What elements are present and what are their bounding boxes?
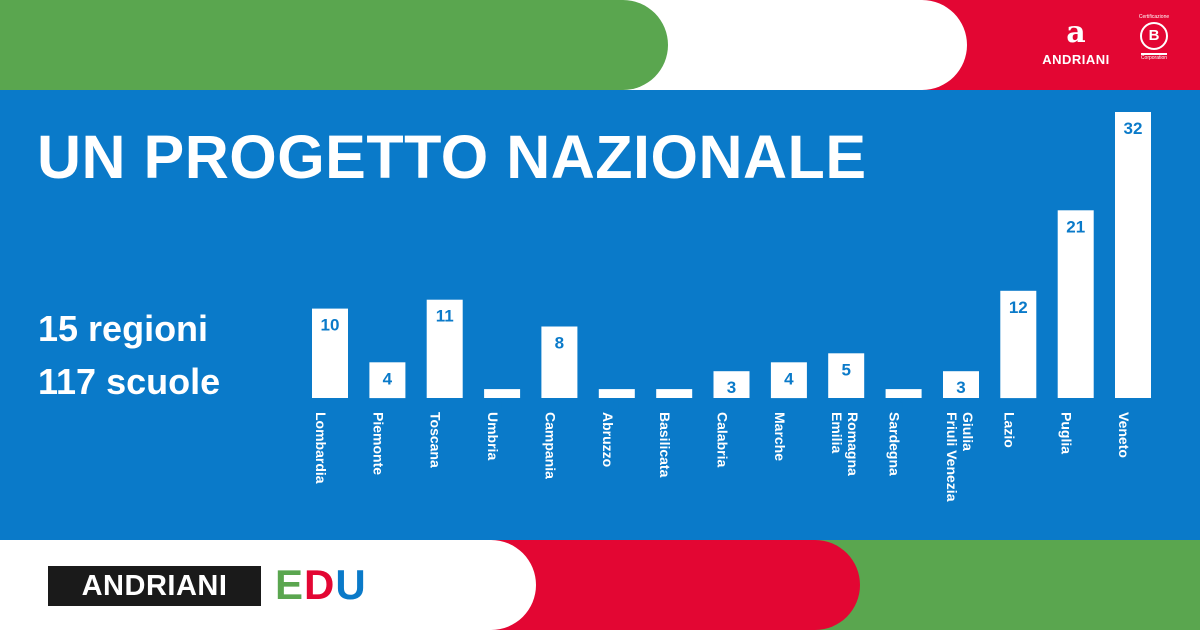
bar (541, 326, 578, 398)
bcorp-bottom-label: Corporation (1140, 55, 1168, 61)
bar-value-label: 8 (555, 334, 564, 353)
region-label-line: Calabria (715, 412, 731, 467)
bar-value-label: 1 (669, 396, 678, 415)
bar-value-label: 4 (383, 369, 393, 388)
brand-name: ANDRIANI (1042, 52, 1110, 67)
bar (1115, 112, 1151, 398)
bar (1000, 290, 1037, 399)
bar-value-label: 1 (497, 396, 506, 415)
bar (885, 389, 922, 398)
schools-count: 117 scuole (38, 361, 221, 402)
region-label: Calabria (715, 412, 731, 467)
bar (713, 371, 750, 398)
region-label-line: Giulia (960, 412, 976, 451)
bar-value-label: 3 (956, 378, 965, 397)
region-label: Sardegna (887, 412, 903, 476)
andriani-mark-icon: a (1066, 15, 1086, 50)
region-label-line: Friuli Venezia (944, 412, 960, 502)
region-label-line: Toscana (428, 412, 444, 468)
bar (369, 362, 406, 399)
edu-logo: EDU (275, 562, 367, 608)
main-panel (0, 90, 1200, 540)
region-label: Basilicata (657, 412, 673, 478)
region-label: Abruzzo (600, 412, 616, 467)
region-label-line: Campania (542, 412, 558, 479)
top-green-stripe (0, 0, 668, 90)
bar-value-label: 3 (727, 378, 736, 397)
bar (598, 389, 635, 398)
region-label: Puglia (1059, 412, 1075, 454)
bar-value-label: 4 (784, 369, 794, 388)
bar (484, 389, 521, 398)
bar-value-label: 32 (1124, 119, 1143, 138)
region-label: Campania (542, 412, 558, 479)
bar (943, 371, 979, 398)
bar-value-label: 1 (612, 396, 621, 415)
bar (656, 389, 693, 398)
bar-value-label: 21 (1066, 217, 1085, 236)
page-title: UN PROGETTO NAZIONALE (37, 123, 867, 191)
region-label-line: Veneto (1116, 412, 1132, 458)
region-label-line: Emilia (829, 412, 845, 453)
edu-letter-u: U (335, 561, 367, 608)
bcorp-b-icon: B (1140, 22, 1168, 50)
bcorp-top-label: Certificazione (1138, 14, 1170, 20)
region-label: Lombardia (313, 412, 329, 484)
region-label: Toscana (428, 412, 444, 468)
region-label-line: Piemonte (370, 412, 386, 475)
bar-value-label: 1 (899, 396, 908, 415)
andriani-footer-logo: ANDRIANI (48, 566, 261, 606)
region-label-line: Abruzzo (600, 412, 616, 467)
regions-count: 15 regioni (38, 308, 209, 349)
region-label: Piemonte (370, 412, 386, 475)
andriani-brand-logo: a ANDRIANI (1040, 18, 1112, 70)
region-label-line: Lombardia (313, 412, 329, 484)
bar-value-label: 10 (321, 316, 340, 335)
region-label-line: Puglia (1059, 412, 1075, 454)
region-label: Veneto (1116, 412, 1132, 458)
region-label-line: Sardegna (887, 412, 903, 476)
edu-letter-d: D (304, 561, 336, 608)
region-label: Umbria (485, 412, 501, 460)
region-label: Lazio (1001, 412, 1017, 448)
bar-value-label: 5 (841, 360, 850, 379)
region-label-line: Basilicata (657, 412, 673, 478)
edu-letter-e: E (275, 561, 305, 608)
region-label-line: Umbria (485, 412, 501, 460)
region-label-line: Romagna (845, 412, 861, 476)
bar-value-label: 12 (1009, 298, 1028, 317)
bar (426, 299, 463, 398)
region-label: Friuli VeneziaGiulia (944, 412, 976, 502)
region-label: EmiliaRomagna (829, 412, 861, 476)
bcorp-certification-logo: Certificazione B Corporation (1128, 14, 1180, 74)
bcorp-underline (1141, 53, 1167, 55)
bar (770, 362, 807, 399)
region-label-line: Marche (772, 412, 788, 461)
bar (1057, 210, 1094, 398)
bar (828, 353, 865, 398)
region-label-line: Lazio (1001, 412, 1017, 448)
region-label: Marche (772, 412, 788, 461)
bar (312, 308, 348, 398)
bar-value-label: 11 (436, 307, 454, 326)
